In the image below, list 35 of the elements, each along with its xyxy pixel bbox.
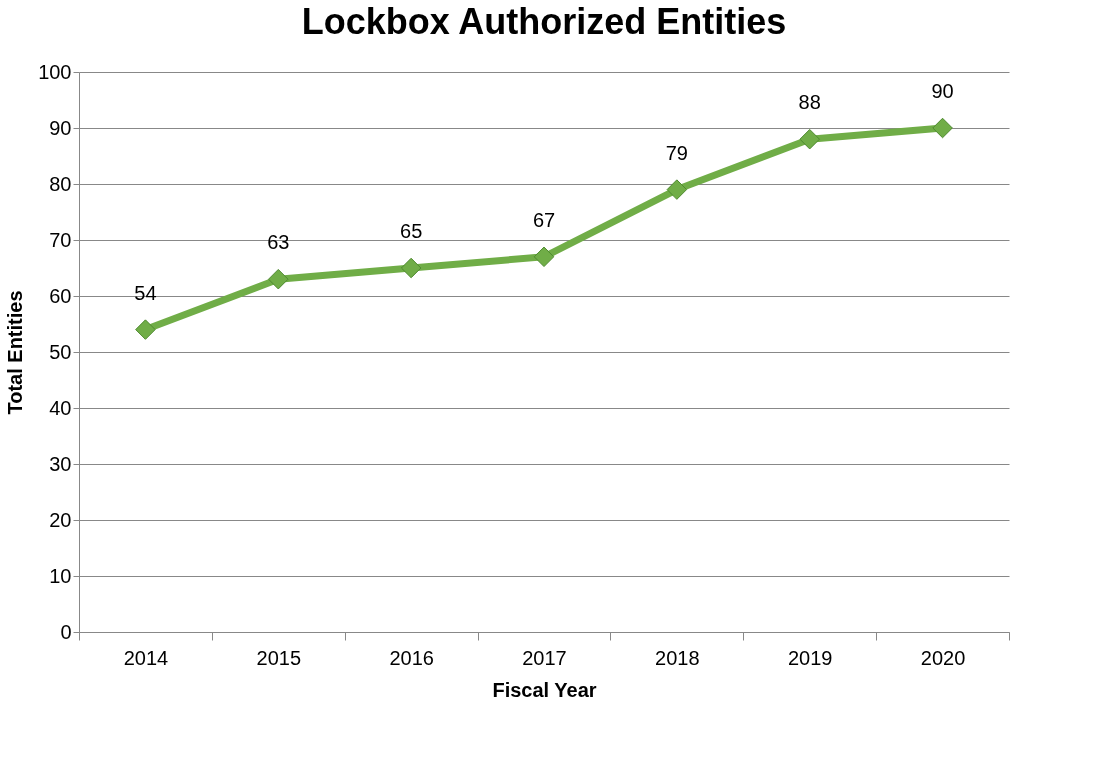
x-tick-label: 2015 [256, 646, 302, 669]
x-tick-label: 2017 [522, 646, 567, 669]
data-label: 54 [134, 281, 157, 304]
y-tick-label: 100 [38, 60, 72, 83]
point [799, 128, 820, 150]
data-label: 63 [267, 231, 290, 254]
y-tick-label: 30 [49, 452, 72, 475]
data-label: 67 [532, 208, 556, 231]
y-tick-label: 70 [49, 228, 72, 251]
point [666, 179, 688, 200]
x-axis-title: Fiscal Year [492, 678, 597, 701]
y-tick-label: 20 [49, 508, 72, 531]
point [932, 117, 953, 139]
point [135, 319, 156, 340]
y-tick-label: 10 [49, 564, 72, 587]
data-label: 79 [665, 141, 688, 164]
y-tick-label: 60 [49, 284, 72, 307]
x-tick-label: 2018 [655, 646, 700, 669]
data-label: 90 [931, 80, 954, 102]
point [533, 246, 555, 268]
y-tick-label: 90 [49, 116, 72, 139]
y-tick-label: 50 [49, 340, 72, 363]
chart-title: Lockbox Authorized Entities [301, 1, 787, 42]
y-axis-title: Total Entities [4, 290, 27, 415]
x-tick-label: 2014 [123, 646, 169, 669]
x-tick-label: 2016 [389, 646, 434, 669]
point [268, 268, 289, 290]
y-tick-label: 0 [60, 620, 72, 643]
data-label: 88 [798, 91, 821, 114]
x-tick-label: 2019 [787, 646, 833, 669]
data-label: 65 [400, 220, 423, 242]
y-tick-label: 40 [49, 396, 72, 419]
y-tick-label: 80 [49, 172, 72, 195]
point [400, 257, 422, 279]
x-tick-label: 2020 [920, 646, 966, 669]
